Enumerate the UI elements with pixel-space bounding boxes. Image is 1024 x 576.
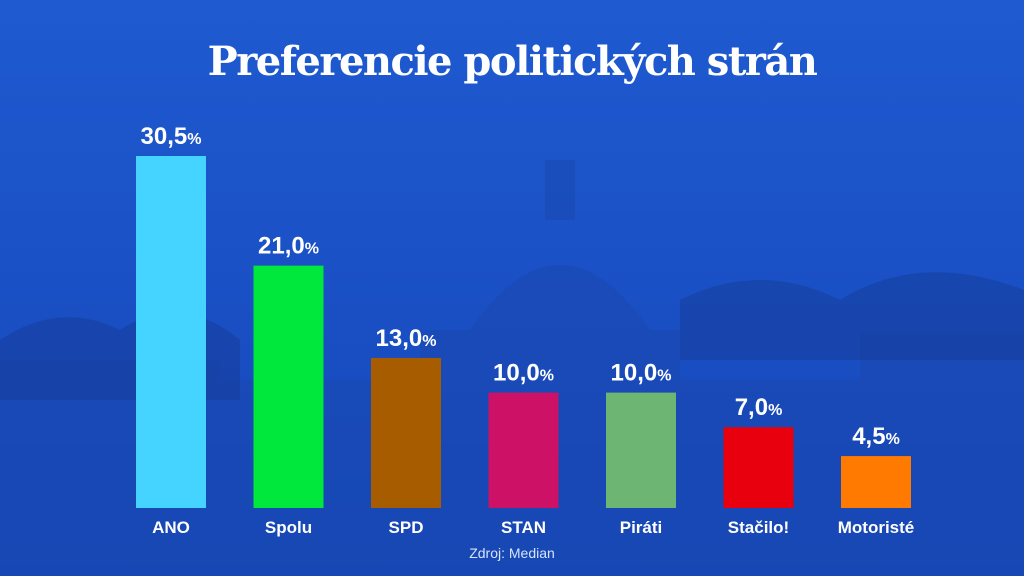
value-label: 7,0% (735, 394, 783, 421)
bar-ano (136, 156, 206, 508)
bar-sta-ilo (723, 427, 794, 508)
value-label: 10,0% (611, 360, 672, 387)
value-label: 30,5% (141, 123, 202, 150)
bar-stan (488, 392, 559, 508)
category-label: STAN (501, 518, 546, 537)
value-label: 13,0% (376, 325, 437, 352)
category-label: Motoristé (838, 518, 915, 537)
category-label: ANO (152, 518, 190, 537)
bar-spolu (253, 265, 324, 508)
bar-pir-ti (606, 392, 676, 508)
value-label: 10,0% (493, 360, 554, 387)
category-label: SPD (389, 518, 424, 537)
category-label: Stačilo! (728, 518, 789, 537)
bar-spd (371, 357, 441, 508)
source-note: Zdroj: Median (469, 545, 555, 561)
bar-motorist (841, 456, 911, 508)
value-label: 21,0% (258, 233, 319, 260)
category-label: Spolu (265, 518, 312, 537)
chart-title: Preferencie politických strán (207, 38, 818, 85)
value-label: 4,5% (852, 423, 900, 450)
category-label: Piráti (620, 518, 663, 537)
